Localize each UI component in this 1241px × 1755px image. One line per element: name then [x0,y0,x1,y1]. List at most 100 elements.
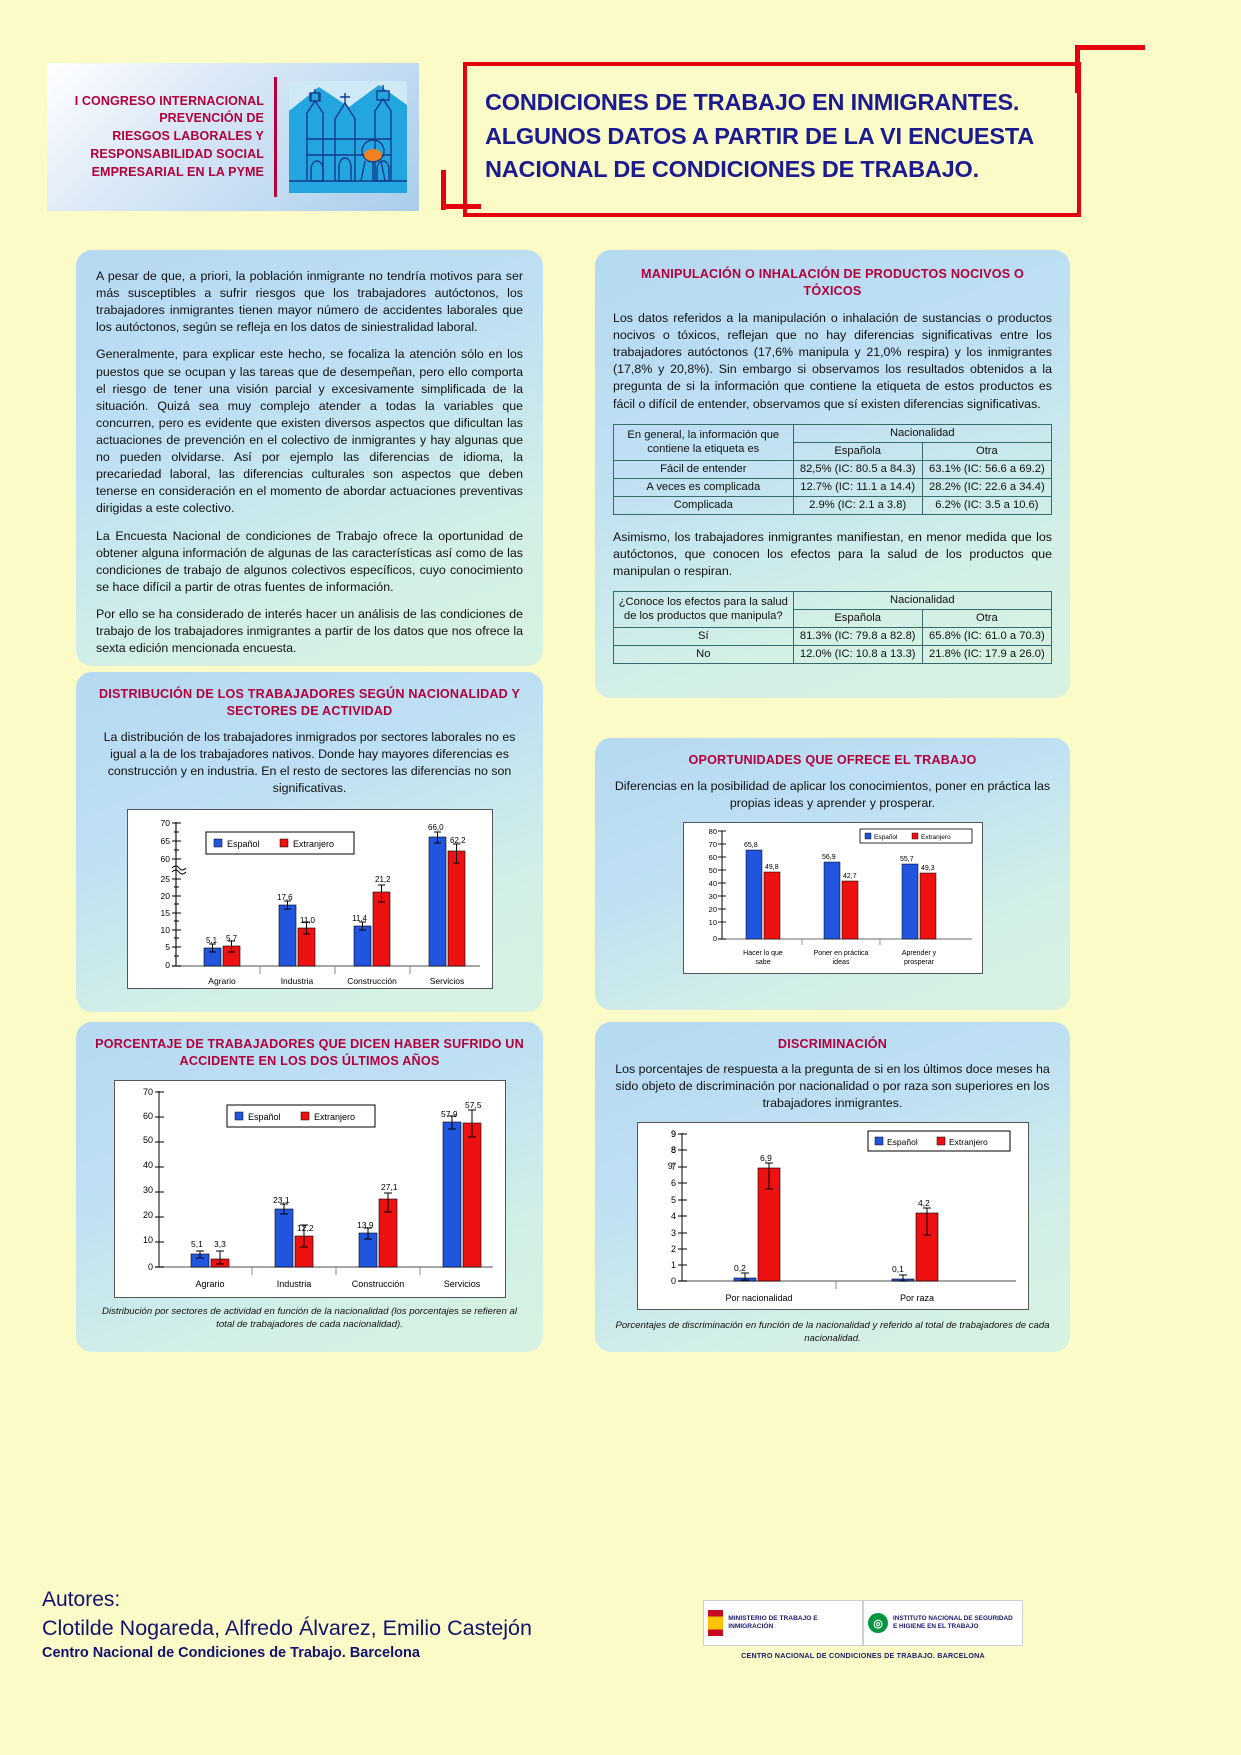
logo-caption: CENTRO NACIONAL DE CONDICIONES DE TRABAJ… [741,1651,985,1660]
svg-text:10: 10 [708,918,716,927]
svg-text:20: 20 [142,1210,152,1220]
svg-text:66,0: 66,0 [428,823,444,832]
manipulacion-paragraph-2: Asimismo, los trabajadores inmigrantes m… [613,529,1052,578]
svg-text:50: 50 [708,866,716,875]
svg-text:80: 80 [708,827,716,836]
svg-text:Extranjero: Extranjero [314,1112,355,1122]
svg-text:3: 3 [670,1228,675,1238]
svg-text:60: 60 [142,1111,152,1121]
spain-flag-icon [708,1610,724,1636]
distribucion-intro: La distribución de los trabajadores inmi… [103,730,516,796]
svg-text:Agrario: Agrario [208,976,236,986]
svg-text:25: 25 [160,874,170,884]
logo-ministerio: MINISTERIO DE TRABAJO E INMIGRACIÓN [703,1600,863,1646]
svg-text:15: 15 [160,908,170,918]
svg-text:Español: Español [227,839,260,849]
svg-text:40: 40 [708,879,716,888]
svg-text:56,9: 56,9 [822,854,836,861]
panel-oportunidades: OPORTUNIDADES QUE OFRECE EL TRABAJO Dife… [595,738,1070,1010]
svg-text:12,2: 12,2 [297,1223,314,1233]
svg-text:Por nacionalidad: Por nacionalidad [725,1293,792,1303]
intro-paragraph-4: Por ello se ha considerado de interés ha… [96,606,523,656]
intro-paragraph-1: A pesar de que, a priori, la población i… [96,269,523,335]
panel-distribucion: DISTRIBUCIÓN DE LOS TRABAJADORES SEGÚN N… [76,672,543,1012]
distribucion-title: DISTRIBUCIÓN DE LOS TRABAJADORES SEGÚN N… [98,687,521,718]
table-header-row: ¿Conoce los efectos para la salud de los… [613,590,1053,628]
svg-text:11,0: 11,0 [300,916,316,925]
svg-text:Industria: Industria [280,976,313,986]
svg-text:Español: Español [887,1137,918,1147]
svg-text:65: 65 [160,836,170,846]
svg-text:40: 40 [142,1160,152,1170]
svg-text:10: 10 [160,925,170,935]
svg-text:5: 5 [670,1195,675,1205]
svg-text:0: 0 [147,1262,152,1272]
svg-text:0: 0 [165,960,170,970]
tabla-efectos-col-espanola: Española [792,608,923,628]
svg-text:6: 6 [670,1178,675,1188]
table-row: Sí 81.3% (IC: 79.8 a 82.8) 65.8% (IC: 61… [613,626,1053,646]
svg-text:60: 60 [708,853,716,862]
tabla-etiqueta-cell: 82,5% (IC: 80.5 a 84.3) [792,459,923,479]
svg-text:0,1: 0,1 [892,1264,904,1274]
tabla-etiqueta-cell: 63.1% (IC: 56.6 a 69.2) [921,459,1053,479]
discriminacion-caption: Porcentajes de discriminación en función… [615,1320,1050,1345]
tabla-efectos-row-label: No [613,644,794,664]
tabla-efectos-cell: 65.8% (IC: 61.0 a 70.3) [921,626,1053,646]
svg-text:17,6: 17,6 [277,893,293,902]
title-corner-mark-bottom-h [441,204,481,209]
tabla-etiqueta-row-header: En general, la información que contiene … [613,423,794,461]
discriminacion-title: DISCRIMINACIÓN [777,1037,888,1051]
svg-text:Extranjero: Extranjero [293,839,334,849]
intro-paragraph-2: Generalmente, para explicar este hecho, … [96,347,523,516]
svg-text:Construcción: Construcción [351,1279,404,1289]
panel-introduccion: A pesar de que, a priori, la población i… [76,250,543,666]
poster-title-line-3: NACIONAL DE CONDICIONES DE TRABAJO. [485,156,979,183]
svg-text:0: 0 [670,1276,675,1286]
chart-oportunidades: 80 70 60 50 40 30 20 10 0 Español Extranjero 6… [682,822,983,975]
footer-affiliation: Centro Nacional de Condiciones de Trabaj… [42,1645,420,1661]
svg-text:70: 70 [160,818,170,828]
svg-text:11,4: 11,4 [352,914,368,923]
svg-text:Español: Español [874,834,898,841]
svg-text:30: 30 [708,892,716,901]
logo-instituto: ◎ INSTITUTO NACIONAL DE SEGURIDAD E HIGI… [863,1600,1023,1646]
svg-text:8: 8 [670,1145,675,1155]
accidentes-caption: Distribución por sectores de actividad e… [102,1306,517,1330]
footer-logos: MINISTERIO DE TRABAJO E INMIGRACIÓN ◎ IN… [703,1600,1023,1660]
tabla-etiqueta-cell: 12.7% (IC: 11.1 a 14.4) [792,477,923,497]
svg-text:Construcción: Construcción [347,976,397,986]
svg-text:10: 10 [142,1235,152,1245]
tabla-efectos-cell: 21.8% (IC: 17.9 a 26.0) [921,644,1053,664]
poster-title-frame [463,62,1081,217]
table-row: Fácil de entender 82,5% (IC: 80.5 a 84.3… [613,459,1053,479]
tabla-etiqueta-cell: 2.9% (IC: 2.1 a 3.8) [792,495,923,515]
svg-text:70: 70 [708,840,716,849]
title-corner-mark-top-h [1075,45,1145,50]
panel-accidentes: PORCENTAJE DE TRABAJADORES QUE DICEN HAB… [76,1022,543,1352]
svg-text:20: 20 [708,905,716,914]
svg-text:9: 9 [670,1129,675,1139]
tabla-efectos-row-header: ¿Conoce los efectos para la salud de los… [613,590,794,628]
table-header-row: En general, la información que contiene … [613,423,1053,461]
svg-text:0,2: 0,2 [734,1263,746,1273]
footer-authors: Autores: Clotilde Nogareda, Alfredo Álva… [42,1588,682,1661]
congress-line-5: EMPRESARIAL EN LA PYME [91,164,264,179]
svg-text:sabe: sabe [755,959,770,966]
tabla-efectos-cell: 12.0% (IC: 10.8 a 13.3) [792,644,923,664]
tabla-etiqueta-row-label: Complicada [613,495,794,515]
chart-oportunidades-svg: 80 70 60 50 40 30 20 10 0 Español Extranjero 6… [708,827,972,966]
svg-text:20: 20 [160,891,170,901]
chart-distribucion-svg: 70 65 60 25 20 15 10 5 0 [160,818,480,986]
svg-text:65,8: 65,8 [744,842,758,849]
svg-text:30: 30 [142,1185,152,1195]
table-subheader-row: Española Otra [614,608,1053,628]
logo-divider [274,77,277,197]
congress-line-1: I CONGRESO INTERNACIONAL [74,93,264,108]
svg-text:Extranjero: Extranjero [949,1137,988,1147]
cathedral-icon [289,81,407,193]
poster-header: I CONGRESO INTERNACIONAL PREVENCIÓN DE R… [0,0,1241,240]
table-row: No 12.0% (IC: 10.8 a 13.3) 21.8% (IC: 17… [613,644,1053,664]
svg-text:0: 0 [712,934,716,943]
